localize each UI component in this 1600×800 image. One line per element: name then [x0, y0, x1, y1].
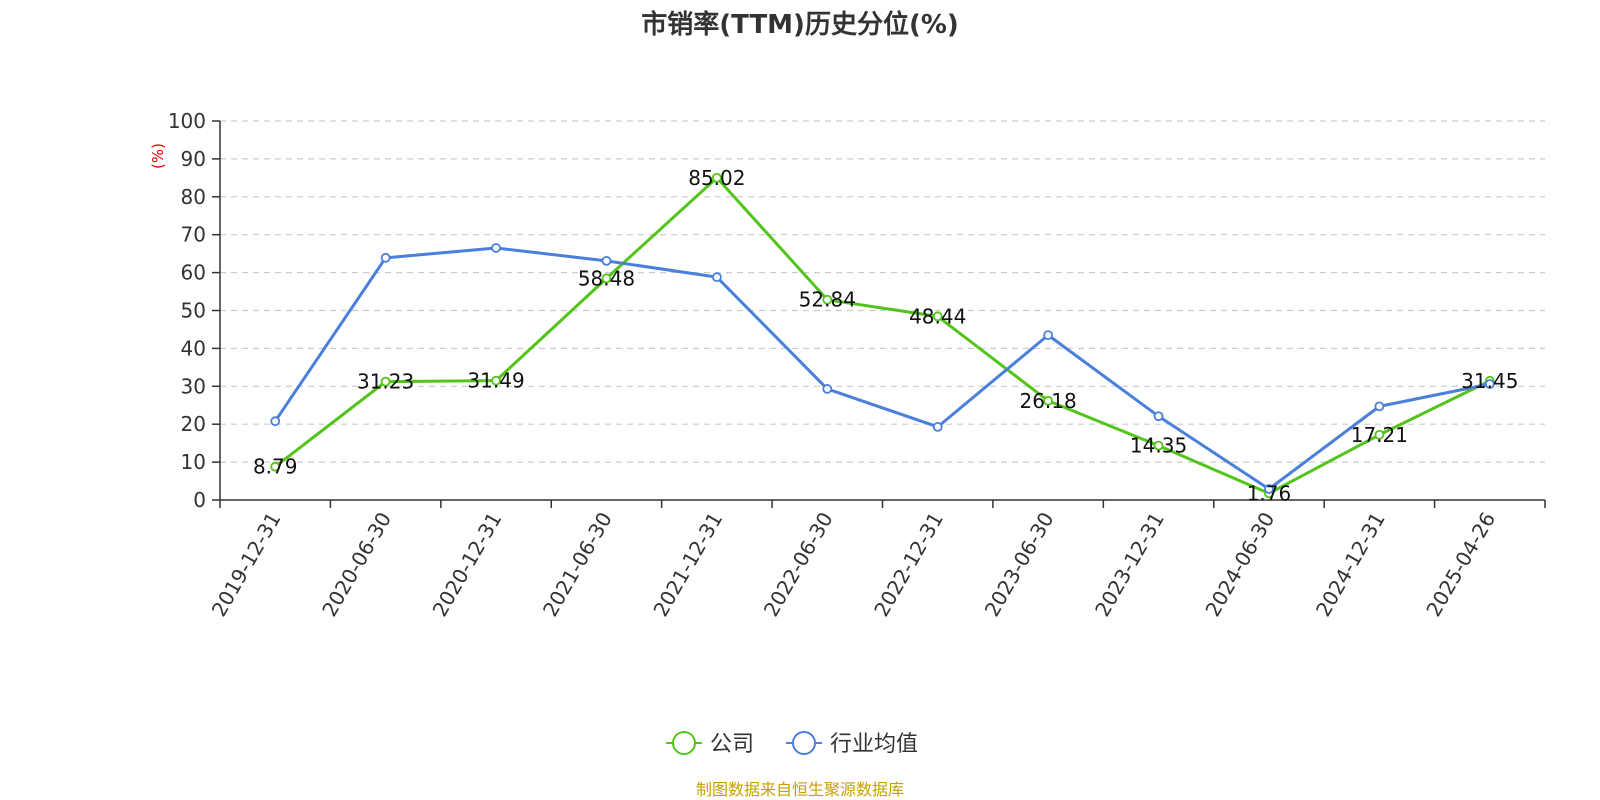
- y-tick-label: 100: [168, 109, 206, 133]
- data-label: 58.48: [578, 266, 635, 290]
- data-point[interactable]: [1153, 440, 1164, 451]
- data-point[interactable]: [711, 172, 722, 183]
- x-tick-label: 2022-12-31: [869, 508, 948, 621]
- data-point[interactable]: [1043, 330, 1054, 341]
- y-tick-label: 10: [181, 450, 206, 474]
- data-point[interactable]: [270, 416, 281, 427]
- y-tick-label: 70: [181, 223, 206, 247]
- y-tick-label: 40: [181, 336, 206, 360]
- data-label: 48.44: [909, 304, 966, 328]
- legend-label: 公司: [710, 732, 754, 757]
- data-label: 85.02: [688, 166, 745, 190]
- x-tick-label: 2021-12-31: [648, 508, 727, 621]
- y-tick-label: 80: [181, 185, 206, 209]
- x-tick-label: 2020-06-30: [317, 508, 396, 621]
- data-point[interactable]: [711, 272, 722, 283]
- data-point[interactable]: [822, 294, 833, 305]
- data-point[interactable]: [1043, 395, 1054, 406]
- data-point[interactable]: [380, 376, 391, 387]
- y-tick-label: 20: [181, 412, 206, 436]
- y-tick-label: 0: [193, 488, 206, 512]
- data-point[interactable]: [491, 243, 501, 253]
- x-tick-label: 2019-12-31: [207, 508, 286, 621]
- chart-title: 市销率(TTM)历史分位(%): [641, 9, 959, 40]
- data-point[interactable]: [1264, 484, 1274, 494]
- data-point[interactable]: [932, 311, 943, 322]
- data-point[interactable]: [380, 252, 391, 263]
- x-tick-label: 2023-12-31: [1090, 508, 1169, 621]
- legend-label: 行业均值: [830, 732, 918, 757]
- source-note: 制图数据来自恒生聚源数据库: [696, 780, 904, 799]
- legend-marker: [792, 731, 816, 755]
- x-tick-label: 2025-04-26: [1421, 508, 1500, 621]
- legend-item-company[interactable]: 公司: [666, 731, 754, 757]
- x-tick-label: 2021-06-30: [538, 508, 617, 621]
- data-label: 14.35: [1130, 434, 1187, 458]
- data-label: 1.76: [1247, 481, 1292, 505]
- x-tick-label: 2020-12-31: [428, 508, 507, 621]
- data-label: 52.84: [799, 288, 856, 312]
- data-point[interactable]: [932, 421, 943, 432]
- series-company: [270, 172, 1495, 499]
- grid-lines: [220, 120, 1545, 463]
- data-label: 31.23: [357, 370, 414, 394]
- x-tick-label: 2023-06-30: [980, 508, 1059, 621]
- series-lines: [270, 172, 1495, 499]
- y-axis-unit-label: (%): [149, 143, 167, 169]
- data-point[interactable]: [1374, 401, 1385, 412]
- x-tick-label: 2024-06-30: [1200, 508, 1279, 621]
- data-label: 8.79: [253, 455, 298, 479]
- legend-marker: [672, 731, 696, 755]
- data-point[interactable]: [270, 461, 281, 472]
- y-tick-label: 60: [181, 261, 206, 285]
- data-point[interactable]: [822, 384, 833, 394]
- data-point[interactable]: [491, 375, 501, 386]
- data-labels: 8.79 31.23 31.49 58.48 85.02 52.84 48.44 26.18 1…: [253, 166, 1518, 506]
- axes: 0 10 20 30 40 50 60 70 80 90 100 2019-12-31 2020-06-…: [168, 109, 1546, 621]
- series-line: [273, 246, 1491, 491]
- y-tick-label: 50: [181, 299, 206, 323]
- data-point[interactable]: [1374, 429, 1385, 440]
- legend[interactable]: 公司 行业均值: [666, 731, 918, 757]
- x-tick-label: 2022-06-30: [759, 508, 838, 621]
- data-label: 31.49: [467, 369, 524, 393]
- legend-item-industry-average[interactable]: 行业均值: [786, 731, 918, 757]
- data-label: 17.21: [1351, 423, 1408, 447]
- data-point[interactable]: [1153, 411, 1164, 422]
- series-line: [274, 176, 1491, 495]
- data-label: 26.18: [1019, 389, 1076, 413]
- series-industry-average: [270, 243, 1495, 494]
- x-tick-label: 2024-12-31: [1311, 508, 1390, 621]
- data-point[interactable]: [1484, 379, 1495, 389]
- y-tick-label: 30: [181, 374, 206, 398]
- data-point[interactable]: [601, 273, 612, 284]
- y-tick-label: 90: [181, 147, 206, 171]
- data-label: 31.45: [1461, 369, 1518, 393]
- data-point[interactable]: [601, 255, 612, 266]
